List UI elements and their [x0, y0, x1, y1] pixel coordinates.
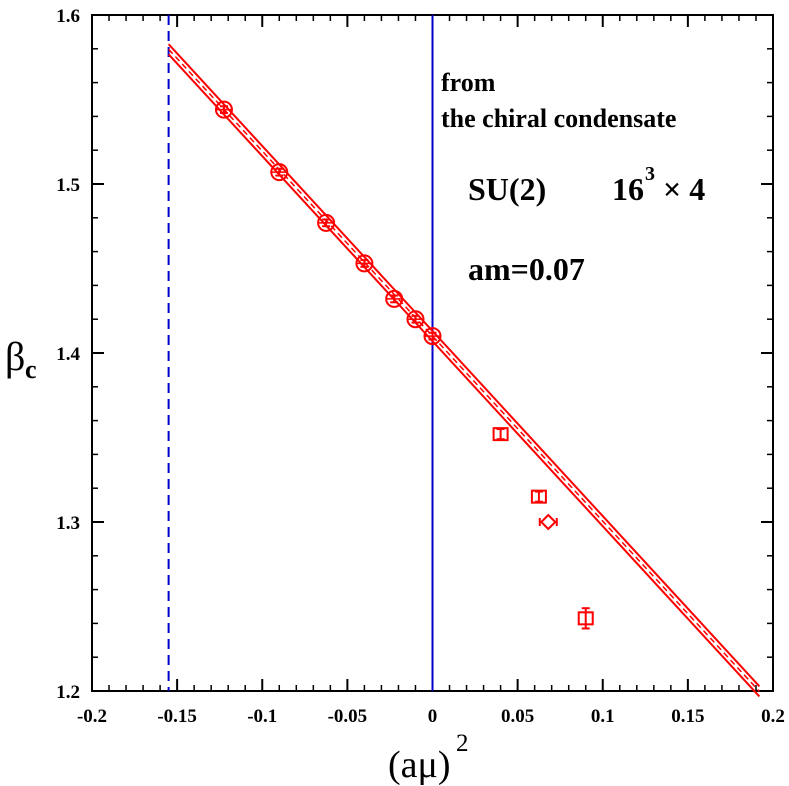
fit-band-edge [167, 53, 761, 698]
x-tick-label: -0.1 [247, 706, 277, 727]
y-tick-label: 1.4 [56, 344, 80, 365]
y-tick-label: 1.5 [56, 175, 80, 196]
x-axis-title: (aμ) [388, 744, 451, 786]
annotation-from: from [441, 68, 496, 97]
y-tick-label: 1.3 [56, 513, 80, 534]
fit-line [167, 43, 761, 698]
x-tick-label: 0.15 [671, 706, 704, 727]
x-tick-label: -0.15 [157, 706, 197, 727]
tick-labels: -0.2 -0.15 -0.1 -0.05 0 0.05 0.1 0.15 0.2 1.2 1.3 1… [56, 6, 785, 727]
fit-center-line [168, 48, 760, 692]
y-axis-title-subscript: c [25, 355, 37, 384]
x-tick-label: 0.1 [591, 706, 615, 727]
x-axis-title-superscript: 2 [456, 730, 469, 757]
diamond-marker [539, 513, 557, 531]
square-marker [577, 611, 594, 626]
x-tick-label: 0.05 [501, 706, 534, 727]
data-points [214, 100, 594, 630]
vertical-lines [167, 15, 434, 691]
x-tick-label: -0.05 [328, 706, 368, 727]
square-marker [530, 489, 547, 504]
annotation-lattice-exponent: 3 [645, 163, 655, 185]
y-tick-label: 1.2 [56, 682, 80, 703]
annotation-group: SU(2) [468, 171, 546, 207]
y-axis-title: β [5, 334, 25, 379]
fit-band-edge [167, 43, 761, 688]
y-tick-label: 1.6 [56, 6, 80, 27]
x-tick-label: 0 [428, 706, 438, 727]
annotation-mass: am=0.07 [468, 251, 585, 287]
square-marker [492, 427, 509, 442]
annotation-lattice-rest: × 4 [663, 171, 705, 207]
x-tick-label: -0.2 [77, 706, 107, 727]
annotation-lattice-base: 16 [612, 171, 644, 207]
annotation-chiral-condensate: the chiral condensate [441, 104, 676, 133]
axis-ticks [91, 14, 774, 692]
x-tick-label: 0.2 [761, 706, 785, 727]
